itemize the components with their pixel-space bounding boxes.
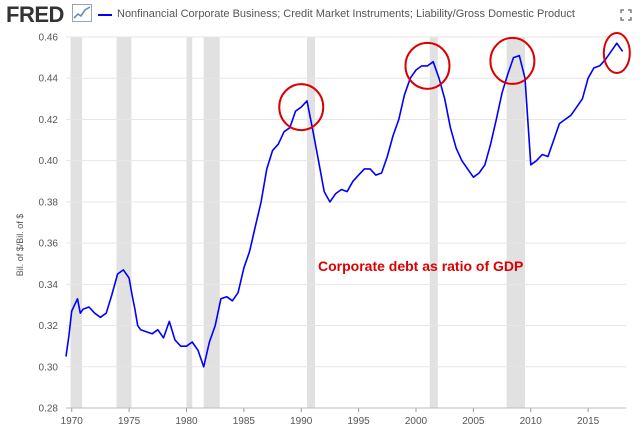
y-tick-label: 0.32 [39, 321, 59, 332]
recession-band [506, 37, 526, 408]
recession-band [70, 37, 83, 408]
x-tick-label: 2005 [462, 416, 485, 427]
x-tick-label: 1995 [347, 416, 370, 427]
recession-band [116, 37, 132, 408]
x-tick-label: 1990 [290, 416, 313, 427]
x-tick-label: 1985 [233, 416, 256, 427]
highlight-circle [278, 83, 325, 132]
recession-band [186, 37, 193, 408]
recession-band [429, 37, 438, 408]
recession-band [306, 37, 316, 408]
expand-icon[interactable] [620, 9, 632, 21]
highlight-circle [489, 36, 536, 85]
fred-logo[interactable]: FRED [6, 2, 64, 27]
x-tick-label: 1970 [61, 416, 84, 427]
x-tick-label: 1975 [118, 416, 141, 427]
x-tick-label: 2000 [405, 416, 428, 427]
y-tick-label: 0.46 [39, 33, 59, 44]
y-tick-label: 0.34 [39, 280, 59, 291]
recession-band [203, 37, 220, 408]
x-tick-label: 2015 [577, 416, 600, 427]
legend-series-swatch [98, 14, 112, 16]
series-line [65, 42, 624, 368]
y-tick-label: 0.30 [39, 362, 59, 373]
y-tick-label: 0.28 [39, 404, 59, 415]
highlight-circle [404, 41, 451, 90]
y-tick-label: 0.40 [39, 156, 59, 167]
x-tick-label: 2010 [520, 416, 543, 427]
highlight-circle [602, 32, 631, 74]
y-tick-label: 0.38 [39, 197, 59, 208]
trend-chart-icon [72, 4, 92, 22]
chart-header: FRED Nonfinancial Corporate Business; Cr… [0, 0, 640, 30]
chart-annotation: Corporate debt as ratio of GDP [318, 258, 523, 274]
y-tick-label: 0.42 [39, 115, 59, 126]
x-tick-label: 1980 [175, 416, 198, 427]
y-tick-label: 0.36 [39, 239, 59, 250]
series-title: Nonfinancial Corporate Business; Credit … [117, 8, 575, 20]
y-tick-label: 0.44 [39, 74, 59, 85]
